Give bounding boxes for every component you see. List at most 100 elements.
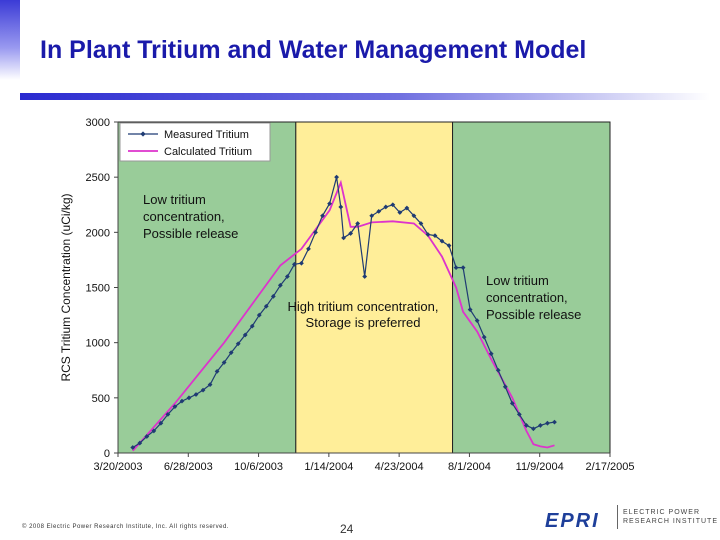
measured-point xyxy=(165,411,171,417)
legend-label: Calculated Tritium xyxy=(164,146,252,158)
measured-point xyxy=(530,426,536,432)
x-tick-label: 10/6/2003 xyxy=(234,461,283,473)
measured-point xyxy=(338,204,344,210)
epri-logo-text: ELECTRIC POWER RESEARCH INSTITUTE xyxy=(623,509,719,525)
measured-point xyxy=(502,384,508,390)
measured-point xyxy=(277,282,283,288)
measured-point xyxy=(376,208,382,214)
measured-point xyxy=(362,274,368,279)
measured-point xyxy=(538,423,543,428)
measured-point xyxy=(369,213,375,219)
measured-point xyxy=(411,213,417,219)
x-tick-label: 1/14/2004 xyxy=(304,461,353,473)
measured-point xyxy=(418,221,424,226)
y-tick-label: 1500 xyxy=(86,283,110,295)
legend-marker xyxy=(140,131,146,137)
measured-point xyxy=(249,323,255,329)
y-tick-label: 0 xyxy=(104,448,110,460)
measured-point xyxy=(523,423,529,428)
measured-point xyxy=(439,238,445,244)
region-1 xyxy=(117,121,297,454)
page-title: In Plant Tritium and Water Management Mo… xyxy=(40,36,587,64)
annotation-2-line: Storage is preferred xyxy=(306,315,421,330)
measured-point xyxy=(299,260,304,266)
measured-point xyxy=(306,246,311,252)
y-tick-label: 500 xyxy=(92,393,110,405)
x-tick-label: 2/17/2005 xyxy=(586,461,635,473)
measured-point xyxy=(453,265,459,271)
title-divider xyxy=(20,93,710,100)
measured-point xyxy=(460,265,466,271)
y-tick-label: 2000 xyxy=(86,227,110,239)
measured-point xyxy=(467,307,473,312)
measured-point xyxy=(545,420,550,426)
y-tick-label: 1000 xyxy=(86,338,110,350)
y-tick-label: 2500 xyxy=(86,172,110,184)
annotation-3-line: Low tritium xyxy=(486,273,549,288)
region-2 xyxy=(295,121,454,454)
epri-logo-mark: EPRI xyxy=(545,510,600,532)
measured-point xyxy=(320,213,325,219)
measured-point xyxy=(193,392,199,397)
measured-point xyxy=(355,221,361,226)
annotation-1-line: Low tritium xyxy=(143,192,206,207)
measured-point xyxy=(516,411,522,417)
page-number: 24 xyxy=(340,522,354,536)
measured-point xyxy=(130,445,136,450)
measured-point xyxy=(348,231,354,236)
y-tick-label: 3000 xyxy=(86,117,110,129)
region-3 xyxy=(452,121,611,454)
x-tick-label: 6/28/2003 xyxy=(164,461,213,473)
epri-logo: EPRI ELECTRIC POWER RESEARCH INSTITUTE xyxy=(545,502,719,532)
measured-point xyxy=(481,334,487,340)
measured-point xyxy=(200,387,206,393)
annotation-2-line: High tritium concentration, xyxy=(287,299,438,314)
measured-point xyxy=(313,229,318,235)
measured-point xyxy=(404,205,410,211)
x-tick-label: 4/23/2004 xyxy=(375,461,424,473)
x-tick-label: 11/9/2004 xyxy=(516,461,564,473)
measured-point xyxy=(151,428,157,434)
measured-point xyxy=(256,312,262,318)
measured-point xyxy=(334,174,339,180)
measured-point xyxy=(552,419,557,425)
logo-separator xyxy=(617,505,618,529)
legend-label: Measured Tritium xyxy=(164,129,249,141)
measured-point xyxy=(383,204,389,210)
measured-point xyxy=(228,350,234,355)
measured-point xyxy=(214,368,220,374)
legend-box xyxy=(119,122,271,162)
measured-point xyxy=(327,201,332,207)
measured-point xyxy=(432,233,438,239)
measured-point xyxy=(242,332,248,338)
measured-point xyxy=(179,398,185,404)
measured-point xyxy=(292,261,297,267)
measured-point xyxy=(446,243,452,248)
measured-point xyxy=(284,274,290,279)
measured-point xyxy=(425,232,431,237)
measured-point xyxy=(186,395,192,401)
measured-point xyxy=(509,400,515,406)
measured-point xyxy=(158,420,164,426)
measured-point xyxy=(144,434,150,439)
measured-point xyxy=(172,404,178,410)
annotation-1-line: concentration, xyxy=(143,209,225,224)
measured-point xyxy=(270,293,276,299)
measured-point xyxy=(207,382,213,387)
calculated-tritium-line xyxy=(132,179,555,452)
copyright-notice: © 2008 Electric Power Research Institute… xyxy=(22,524,229,530)
x-tick-label: 3/20/2003 xyxy=(94,461,143,473)
y-axis-title: RCS Tritium Concentration (uCi/kg) xyxy=(59,193,73,381)
measured-point xyxy=(390,202,396,208)
tritium-chart: 0 500 1000 1500 2000 2500 3000 3/20/2003 6/28/20… xyxy=(59,117,635,473)
measured-point xyxy=(397,210,403,215)
measured-point xyxy=(137,440,143,446)
measured-point xyxy=(488,351,494,357)
annotation-3-line: Possible release xyxy=(486,307,581,322)
measured-point xyxy=(495,367,501,373)
measured-point xyxy=(235,341,241,347)
measured-point xyxy=(341,235,347,241)
measured-point xyxy=(221,360,227,365)
annotation-3-line: concentration, xyxy=(486,290,568,305)
title-accent-bar xyxy=(0,0,20,80)
